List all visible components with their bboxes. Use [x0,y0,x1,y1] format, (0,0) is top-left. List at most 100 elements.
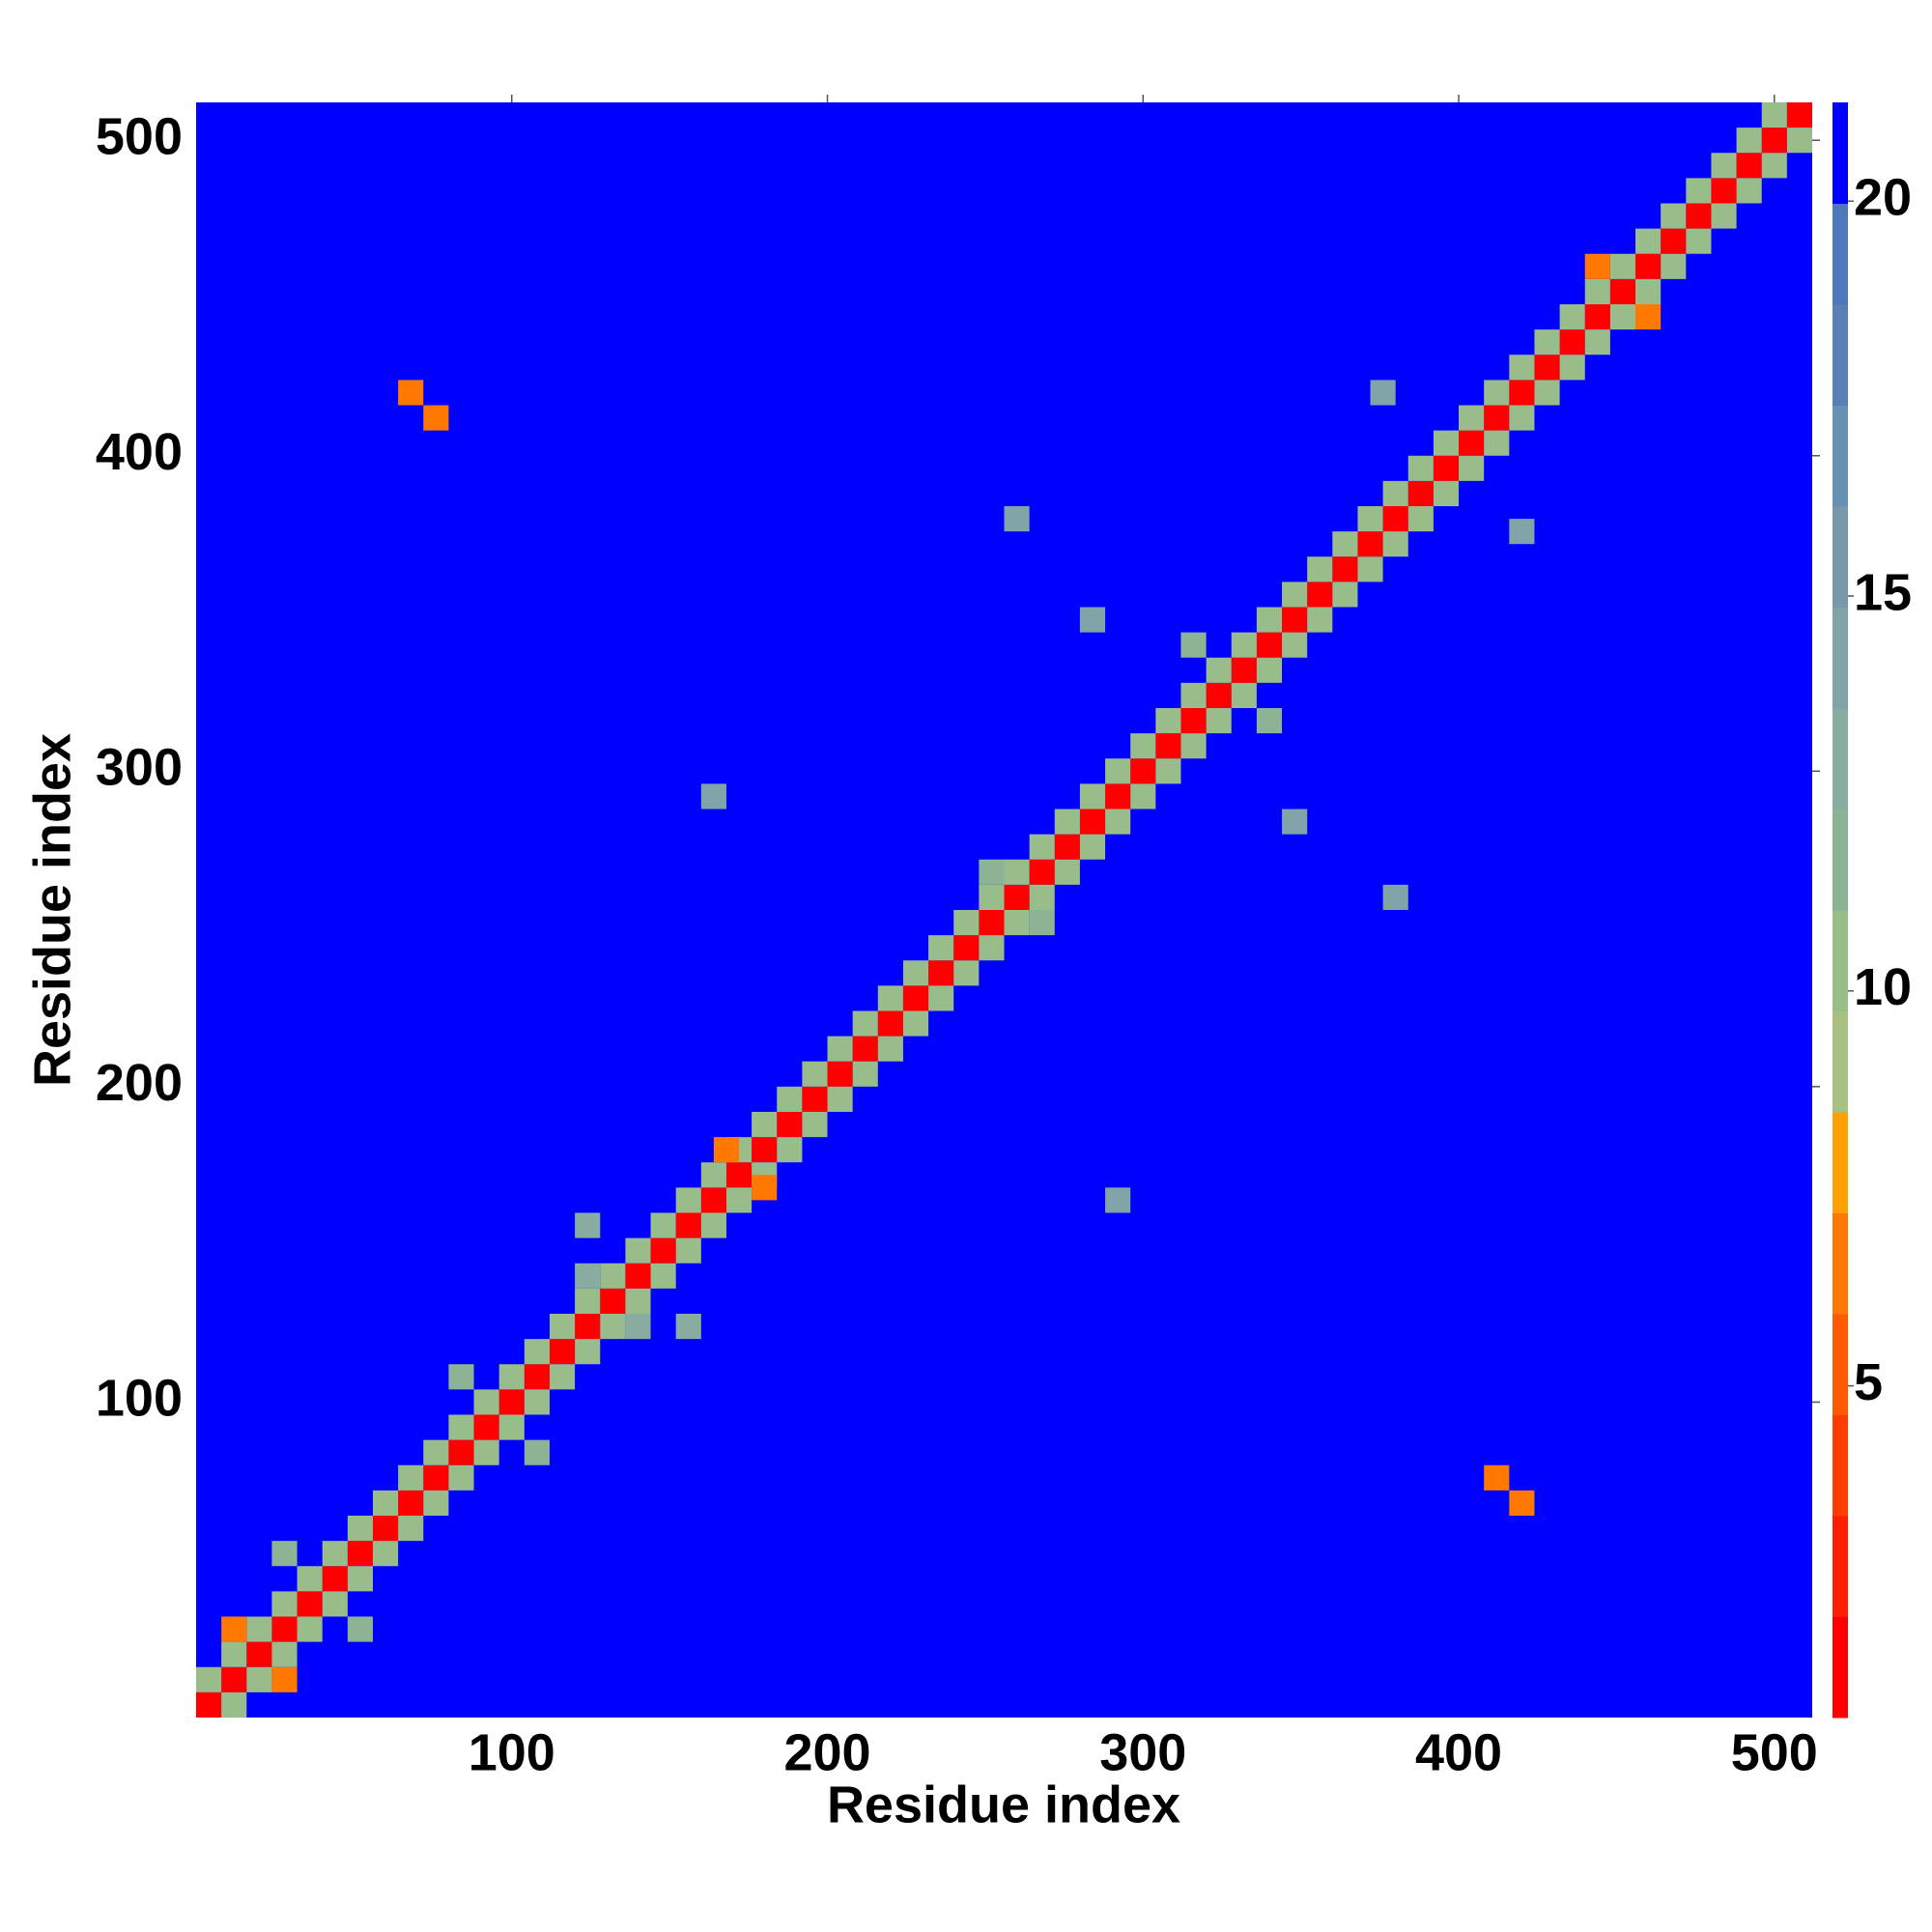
heatmap-cell [600,1263,626,1289]
heatmap-cell [1534,355,1560,381]
heatmap-cell [1459,455,1485,481]
heatmap-cell [448,1364,474,1390]
heatmap-cell [802,1086,828,1112]
heatmap-cell [1736,153,1762,179]
colorbar-band [1833,1112,1848,1213]
heatmap-cell [902,985,929,1011]
heatmap-cell [777,1112,803,1138]
heatmap-cell [1484,405,1510,431]
colorbar-band [1833,506,1848,608]
heatmap-cell [852,1010,878,1037]
y-tick-label: 300 [96,739,183,797]
heatmap-cell [1105,758,1131,784]
heatmap-cell [1509,519,1535,545]
heatmap-cell [1256,607,1283,633]
heatmap-cell [1584,278,1610,304]
heatmap-cell [675,1237,701,1264]
heatmap-cell [827,1061,853,1087]
heatmap-cell [347,1541,373,1567]
heatmap-cell [1370,380,1396,406]
heatmap-cell [246,1641,272,1667]
heatmap-cell [852,1036,878,1062]
heatmap-cell [271,1666,298,1692]
heatmap-cell [1282,607,1308,633]
heatmap-cell [1484,430,1510,456]
heatmap-cell [1105,783,1131,810]
heatmap-cell [1433,480,1460,506]
heatmap-cell [1584,304,1610,330]
heatmap-cell [1155,733,1181,759]
heatmap-cell [575,1288,601,1314]
colorbar-band [1833,809,1848,911]
y-axis-label: Residue index [23,733,81,1087]
heatmap-cell [473,1389,499,1415]
heatmap-cell [1786,102,1812,128]
heatmap-cell [752,1137,778,1163]
y-tick-label: 400 [96,423,183,481]
colorbar-band [1833,304,1848,406]
heatmap-cell [297,1591,323,1617]
heatmap-cell [1407,455,1434,481]
heatmap-cell [877,1036,903,1062]
heatmap-cell [1180,682,1207,708]
heatmap-cell [1307,607,1333,633]
heatmap-cell [297,1616,323,1642]
heatmap-cell [953,960,980,986]
heatmap-cell [1433,455,1460,481]
x-tick-label: 100 [469,1723,555,1781]
heatmap-cell [1004,859,1030,885]
heatmap-cell [1786,128,1812,154]
heatmap-cell [322,1566,348,1592]
heatmap-cell [1079,783,1106,810]
heatmap-cell [650,1263,676,1289]
heatmap-cell [1584,253,1610,279]
heatmap-cell [1105,809,1131,835]
heatmap-cell [1661,203,1687,229]
heatmap-cell [398,1490,424,1516]
heatmap-cell [575,1263,601,1289]
colorbar-band [1833,708,1848,810]
heatmap-cell [625,1237,651,1264]
heatmap-cell [1180,632,1207,658]
heatmap-cell [1686,203,1712,229]
heatmap-cell [423,405,449,431]
heatmap-cell [524,1439,550,1465]
colorbar-band [1833,405,1848,507]
heatmap-cell [575,1314,601,1340]
colorbar-band [1833,1212,1848,1315]
heatmap-cell [423,1464,449,1491]
heatmap-cell [979,859,1005,885]
heatmap-cell [700,1187,726,1213]
heatmap-cell [549,1314,576,1340]
heatmap-cell [650,1237,676,1264]
heatmap-cell [600,1314,626,1340]
heatmap-cell [1484,380,1510,406]
colorbar-band [1833,607,1848,709]
heatmap-cell [827,1086,853,1112]
heatmap-cell [524,1364,550,1390]
heatmap-cell [196,1691,222,1718]
heatmap-cell [1433,430,1460,456]
heatmap-cell [347,1616,373,1642]
heatmap-cell [777,1137,803,1163]
heatmap-cell [246,1616,272,1642]
colorbar-band [1833,910,1848,1011]
heatmap-cell [498,1389,525,1415]
heatmap-cell [700,1212,726,1238]
heatmap-cell [675,1187,701,1213]
heatmap-cell [1180,708,1207,734]
heatmap-cell [827,1036,853,1062]
heatmap-cell [221,1641,247,1667]
heatmap-cell [1559,355,1585,381]
colorbar-band [1833,203,1848,305]
heatmap-cell [1231,657,1257,683]
colorbar-tick-label: 20 [1854,168,1912,226]
heatmap-cell [1231,682,1257,708]
heatmap-cell [1105,1187,1131,1213]
heatmap-cell [221,1616,247,1642]
heatmap-cell [1282,632,1308,658]
heatmap-cell [1509,380,1535,406]
colorbar-band [1833,1314,1848,1415]
heatmap-cell [1584,329,1610,355]
heatmap-cell [877,1010,903,1037]
